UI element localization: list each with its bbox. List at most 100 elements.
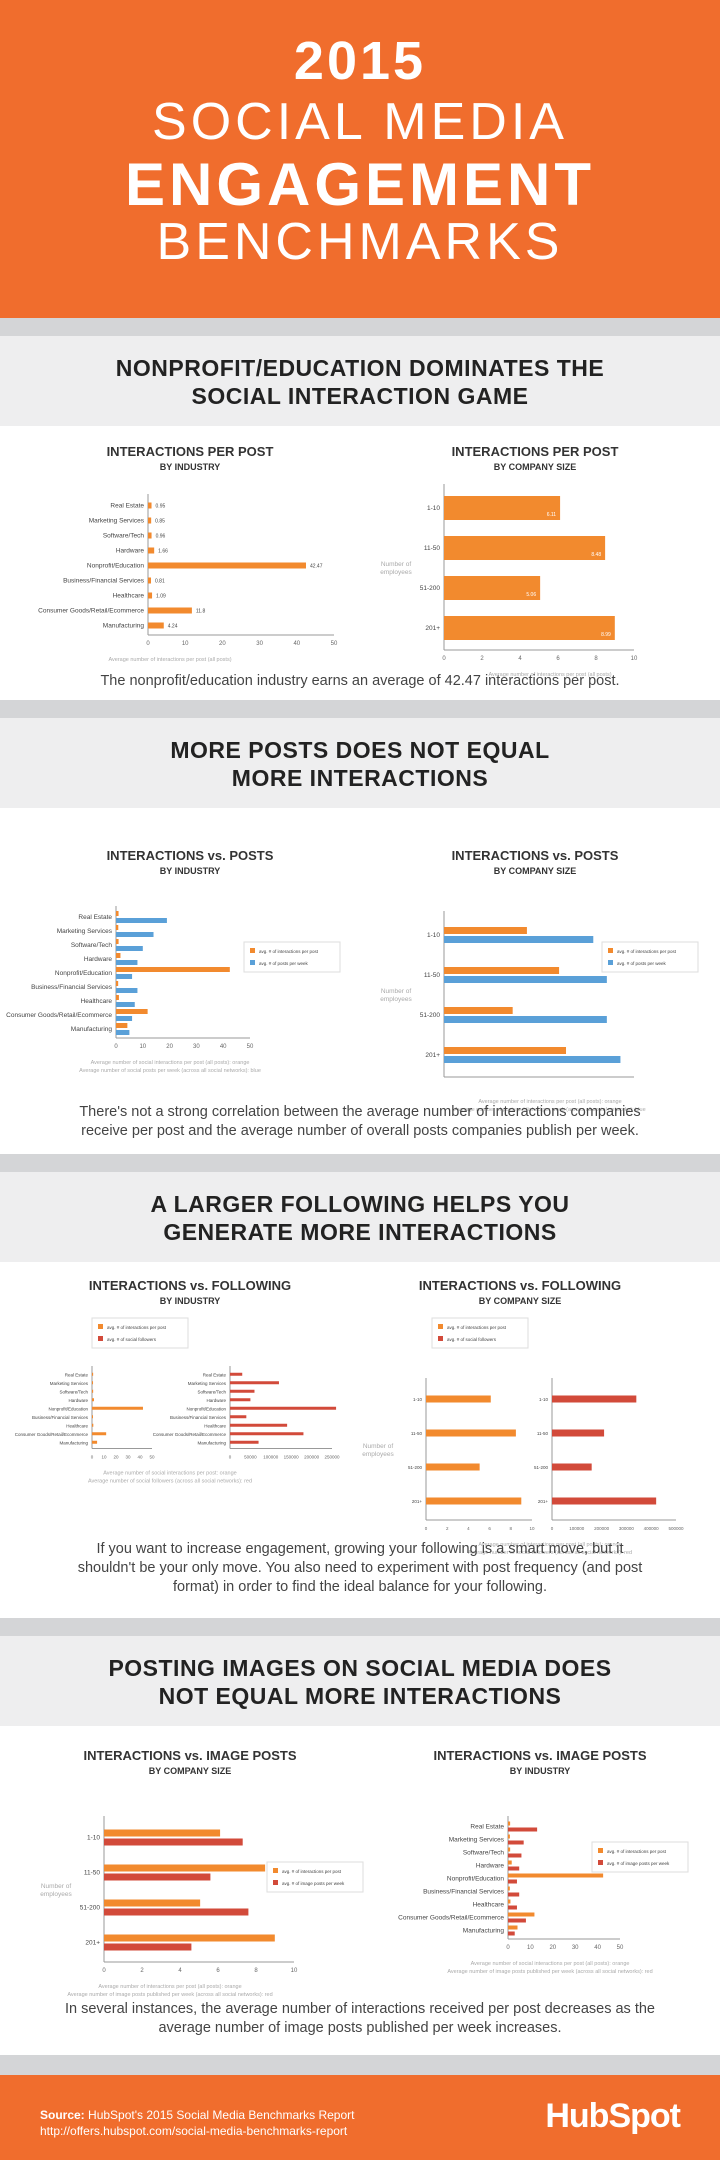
legend-label: avg. # of social followers xyxy=(447,1337,497,1342)
category-label: 201+ xyxy=(85,1940,100,1947)
category-label: Business/Financial Services xyxy=(423,1889,505,1896)
section-1-caption: The nonprofit/education industry earns a… xyxy=(100,673,620,689)
bar-orange xyxy=(508,1886,510,1891)
divider xyxy=(0,700,720,718)
data-label: 0.85 xyxy=(155,519,165,525)
category-label: 11-50 xyxy=(411,1431,423,1436)
x-tick-label: 4 xyxy=(518,656,522,662)
chart-title: INTERACTIONS vs. POSTS xyxy=(452,848,619,863)
section-2-heading-2: MORE INTERACTIONS xyxy=(231,765,489,791)
bar-red xyxy=(230,1423,288,1427)
category-label: Marketing Services xyxy=(188,1381,227,1386)
bar-orange xyxy=(116,995,119,1000)
chart-interactions-vs-following-company-size: INTERACTIONS vs. FOLLOWING BY COMPANY SIZ… xyxy=(362,1278,684,1556)
bar-orange xyxy=(148,592,153,599)
data-label: 1.09 xyxy=(156,594,166,600)
x-tick-label: 40 xyxy=(137,1455,143,1460)
bar-orange xyxy=(92,1415,93,1419)
bar-blue xyxy=(116,1030,130,1035)
source-url[interactable]: http://offers.hubspot.com/social-media-b… xyxy=(40,2124,348,2138)
bar-orange xyxy=(92,1372,94,1376)
bar-blue xyxy=(116,918,167,923)
category-label: Nonprofit/Education xyxy=(186,1406,226,1411)
category-label: 1-10 xyxy=(539,1397,549,1402)
bar-orange xyxy=(444,1047,567,1054)
x-tick-label: 300000 xyxy=(619,1526,635,1531)
chart-subtitle: BY COMPANY SIZE xyxy=(494,462,577,472)
bar-orange xyxy=(508,1860,512,1865)
bar-blue xyxy=(116,988,138,993)
legend-label: avg. # of interactions per post xyxy=(259,949,319,954)
chart-note: Average number of social followers (acro… xyxy=(88,1479,252,1485)
bar-orange xyxy=(426,1429,516,1437)
chart-subtitle: BY COMPANY SIZE xyxy=(479,1296,562,1306)
chart-title: INTERACTIONS vs. IMAGE POSTS xyxy=(433,1748,646,1763)
bar-orange xyxy=(116,981,119,986)
data-label: 0.81 xyxy=(155,579,165,585)
x-tick-label: 10 xyxy=(527,1945,534,1951)
y-axis-label: employees xyxy=(380,569,412,576)
x-tick-label: 6 xyxy=(488,1526,491,1531)
bar-red xyxy=(508,1892,520,1897)
chart-note: Average number of image posts published … xyxy=(67,1992,272,1998)
category-label: 1-10 xyxy=(427,932,440,939)
bar-orange xyxy=(444,496,561,520)
x-tick-label: 50000 xyxy=(244,1455,257,1460)
source-label: Source: xyxy=(40,2108,85,2122)
bar-orange xyxy=(444,1007,513,1014)
legend-label: avg. # of interactions per post xyxy=(282,1869,342,1874)
category-label: 1-10 xyxy=(87,1835,100,1842)
x-tick-label: 0 xyxy=(442,656,446,662)
bar-red xyxy=(552,1497,657,1505)
x-tick-label: 0 xyxy=(551,1526,554,1531)
chart-note: Average number of interactions per post … xyxy=(98,1984,241,1990)
section-4-heading-2: NOT EQUAL MORE INTERACTIONS xyxy=(158,1683,562,1709)
x-tick-label: 200000 xyxy=(304,1455,320,1460)
section-3-caption-2: shouldn't be your only move. You also ne… xyxy=(77,1560,643,1576)
x-tick-label: 2 xyxy=(140,1968,144,1974)
chart-interactions-vs-posts-industry: INTERACTIONS vs. POSTS BY INDUSTRY 0 10 20 30… xyxy=(6,848,341,1074)
x-tick-label: 0 xyxy=(425,1526,428,1531)
category-label: Manufacturing xyxy=(71,1026,113,1033)
chart-subtitle: BY COMPANY SIZE xyxy=(494,866,577,876)
bar-orange xyxy=(508,1821,511,1826)
x-tick-label: 10 xyxy=(291,1968,298,1974)
title-line-4: BENCHMARKS xyxy=(156,213,564,271)
bar-orange xyxy=(148,562,306,569)
x-tick-label: 20 xyxy=(549,1945,556,1951)
x-tick-label: 50 xyxy=(617,1945,624,1951)
x-tick-label: 40 xyxy=(293,641,300,647)
x-tick-label: 400000 xyxy=(644,1526,660,1531)
chart-note: Average number of image posts published … xyxy=(447,1969,652,1975)
legend-label: avg. # of image posts per week xyxy=(282,1881,345,1886)
x-tick-label: 50 xyxy=(331,641,338,647)
x-tick-label: 6 xyxy=(556,656,560,662)
y-axis-label: Number of xyxy=(381,988,412,995)
category-label: Healthcare xyxy=(473,1902,505,1909)
chart-interactions-vs-posts-company-size: INTERACTIONS vs. POSTS BY COMPANY SIZE 1-1… xyxy=(380,848,699,1113)
chart-subtitle: BY INDUSTRY xyxy=(510,1766,571,1776)
hero-banner: 2015 SOCIAL MEDIA ENGAGEMENT BENCHMARKS xyxy=(0,0,720,318)
category-label: Marketing Services xyxy=(449,1837,505,1844)
divider xyxy=(0,318,720,336)
bar-orange xyxy=(444,927,527,934)
x-tick-label: 0 xyxy=(114,1044,118,1050)
data-label: 1.66 xyxy=(158,549,168,555)
section-1-header: NONPROFIT/EDUCATION DOMINATES THE SOCIAL… xyxy=(0,336,720,426)
legend-swatch-orange xyxy=(250,948,255,953)
y-axis-label: Number of xyxy=(41,1883,72,1890)
bar-red xyxy=(230,1398,251,1402)
legend-swatch-red xyxy=(598,1860,603,1865)
category-label: Nonprofit/Education xyxy=(447,1876,504,1883)
legend-swatch-red xyxy=(98,1336,103,1341)
category-label: 11-50 xyxy=(424,972,441,979)
category-label: Software/Tech xyxy=(71,942,113,949)
section-4-heading-1: POSTING IMAGES ON SOCIAL MEDIA DOES xyxy=(108,1655,612,1681)
category-label: Consumer Goods/Retail/Ecommerce xyxy=(38,608,144,615)
bar-orange xyxy=(116,1023,128,1028)
legend-label: avg. # of posts per week xyxy=(259,961,309,966)
bar-red xyxy=(230,1406,337,1410)
bar-orange xyxy=(104,1829,221,1837)
category-label: Healthcare xyxy=(204,1423,226,1428)
x-tick-label: 150000 xyxy=(284,1455,300,1460)
